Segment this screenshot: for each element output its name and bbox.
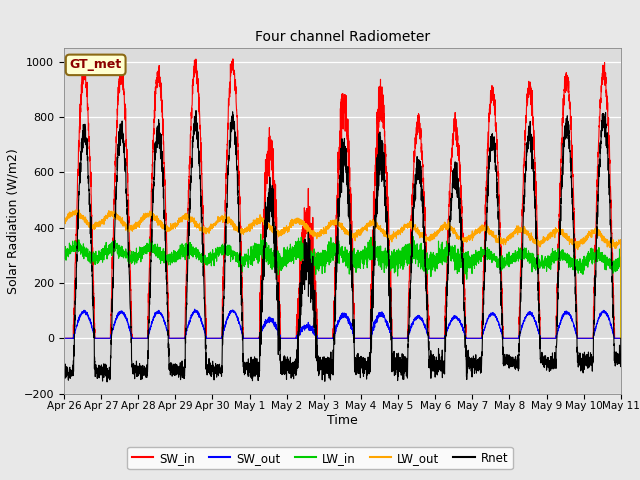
Rnet: [103, 379, 111, 385]
LW_out: [72, 207, 80, 213]
LW_in: [257, 231, 264, 237]
Title: Four channel Radiometer: Four channel Radiometer: [255, 30, 430, 44]
Line: SW_in: SW_in: [64, 59, 621, 338]
LW_in: [322, 254, 330, 260]
Rnet: [192, 108, 200, 113]
SW_out: [467, 336, 475, 341]
Line: Rnet: Rnet: [64, 110, 621, 382]
LW_out: [60, 220, 68, 226]
Text: GT_met: GT_met: [70, 59, 122, 72]
Rnet: [468, 355, 476, 361]
Rnet: [322, 363, 330, 369]
LW_out: [499, 239, 507, 244]
Line: LW_out: LW_out: [64, 210, 621, 338]
SW_in: [616, 336, 624, 341]
LW_out: [322, 228, 330, 234]
LW_out: [467, 232, 475, 238]
Rnet: [436, 359, 444, 364]
SW_in: [60, 336, 68, 341]
SW_out: [617, 336, 625, 341]
LW_out: [436, 227, 444, 233]
LW_in: [616, 257, 624, 263]
SW_in: [160, 160, 168, 166]
SW_in: [436, 336, 444, 341]
Rnet: [161, 208, 168, 214]
LW_in: [60, 252, 68, 257]
SW_out: [191, 306, 198, 312]
LW_out: [616, 237, 624, 243]
SW_out: [60, 336, 68, 341]
SW_out: [436, 336, 444, 341]
SW_in: [322, 336, 330, 341]
LW_in: [467, 265, 475, 271]
LW_out: [617, 336, 625, 341]
SW_out: [499, 335, 507, 340]
Rnet: [499, 344, 507, 350]
SW_in: [467, 336, 475, 341]
SW_out: [322, 336, 330, 341]
Rnet: [617, 336, 625, 341]
Rnet: [616, 352, 624, 358]
LW_in: [160, 260, 168, 266]
SW_in: [192, 56, 200, 62]
Rnet: [60, 367, 68, 372]
LW_in: [617, 336, 625, 341]
Line: SW_out: SW_out: [64, 309, 621, 338]
SW_in: [499, 327, 507, 333]
X-axis label: Time: Time: [327, 414, 358, 427]
Y-axis label: Solar Radiation (W/m2): Solar Radiation (W/m2): [6, 148, 20, 294]
LW_out: [161, 226, 168, 231]
Legend: SW_in, SW_out, LW_in, LW_out, Rnet: SW_in, SW_out, LW_in, LW_out, Rnet: [127, 447, 513, 469]
SW_out: [160, 317, 168, 323]
Line: LW_in: LW_in: [64, 234, 621, 338]
LW_in: [436, 253, 444, 259]
SW_out: [616, 336, 624, 341]
SW_in: [617, 336, 625, 341]
LW_in: [499, 263, 507, 268]
